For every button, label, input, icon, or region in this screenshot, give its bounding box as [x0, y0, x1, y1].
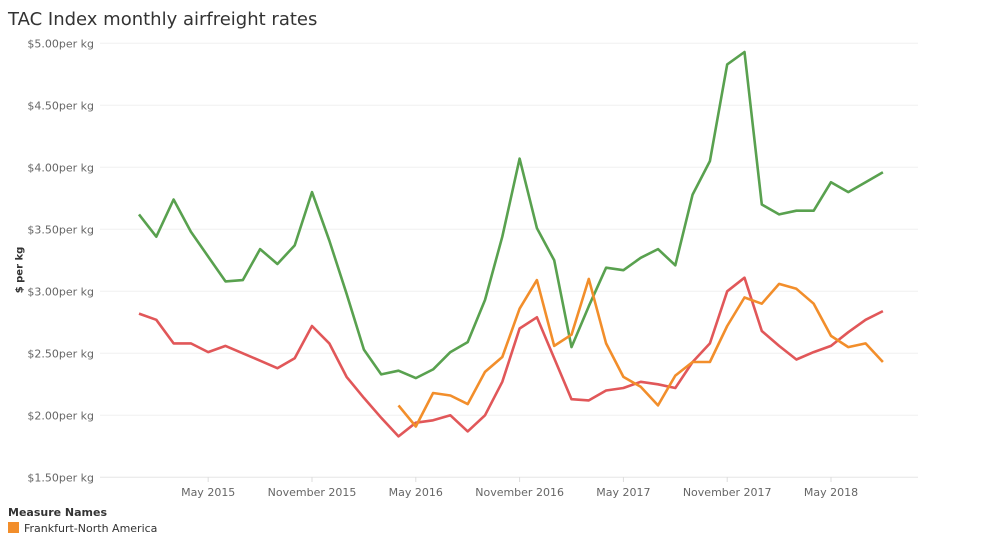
x-tick-label: November 2017	[683, 486, 772, 499]
y-tick-label: $4.50per kg	[27, 99, 94, 112]
x-tick-label: May 2016	[389, 486, 443, 499]
legend-label: Frankfurt-North America	[24, 522, 158, 535]
series-line-1	[138, 276, 884, 438]
y-tick-label: $5.00per kg	[27, 37, 94, 50]
y-tick-label: $3.00per kg	[27, 285, 94, 298]
y-tick-label: $2.00per kg	[27, 409, 94, 422]
y-tick-label: $1.50per kg	[27, 471, 94, 484]
x-tick-label: November 2016	[475, 486, 564, 499]
y-tick-label: $4.00per kg	[27, 161, 94, 174]
y-tick-label: $3.50per kg	[27, 223, 94, 236]
y-tick-label: $2.50per kg	[27, 347, 94, 360]
x-tick-label: November 2015	[268, 486, 357, 499]
legend-item[interactable]: Frankfurt-North America	[8, 522, 157, 535]
series-line-2	[397, 277, 884, 428]
series-line-0	[137, 50, 884, 380]
x-tick-label: May 2015	[181, 486, 235, 499]
chart-title: TAC Index monthly airfreight rates	[8, 9, 318, 30]
x-tick-label: May 2018	[804, 486, 858, 499]
legend: Measure Names Frankfurt-North America	[8, 506, 157, 535]
x-tick-label: May 2017	[596, 486, 650, 499]
legend-title: Measure Names	[8, 506, 108, 519]
legend-swatch	[8, 522, 19, 533]
